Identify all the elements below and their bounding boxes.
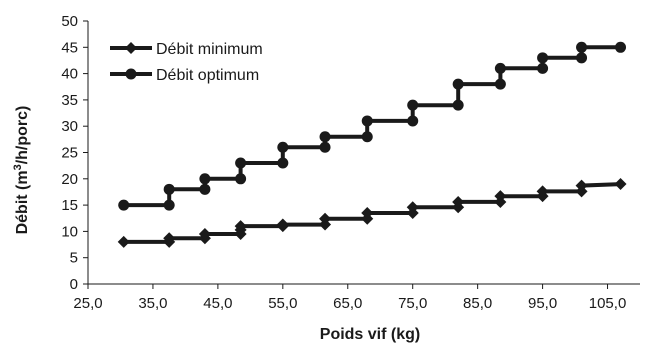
data-point: [536, 185, 549, 198]
y-tick-label: 15: [61, 197, 78, 214]
legend-marker: [125, 68, 137, 80]
y-tick-label: 20: [61, 171, 78, 188]
data-point: [361, 131, 373, 143]
data-point: [494, 190, 507, 203]
data-point: [277, 141, 289, 153]
data-point: [576, 52, 588, 64]
y-axis-title-part: /h/porc): [14, 106, 31, 165]
legend-marker: [125, 42, 137, 54]
y-tick-label: 25: [61, 145, 78, 162]
data-point: [235, 173, 247, 185]
data-point: [614, 178, 627, 191]
data-point: [319, 131, 331, 143]
x-tick-label: 95,0: [528, 295, 557, 312]
legend: Débit minimum Débit optimum: [110, 41, 263, 84]
y-tick-label: 0: [70, 276, 78, 293]
y-tick-label: 45: [61, 39, 78, 56]
data-point: [537, 62, 549, 74]
x-axis-title: Poids vif (kg): [320, 326, 420, 343]
data-point: [361, 206, 374, 219]
data-point: [199, 183, 211, 195]
data-point: [575, 179, 588, 192]
data-point: [452, 195, 465, 208]
legend-label: Débit optimum: [156, 67, 259, 84]
data-point: [118, 199, 130, 211]
y-axis-title-superscript: 3: [12, 164, 24, 170]
y-tick-label: 50: [61, 13, 78, 30]
data-point: [361, 115, 373, 127]
data-point: [615, 41, 627, 53]
data-point: [494, 62, 506, 74]
x-tick-label: 65,0: [333, 295, 362, 312]
legend-label: Débit minimum: [156, 41, 263, 58]
y-tick-label: 5: [70, 250, 78, 267]
data-point: [163, 183, 175, 195]
data-point: [235, 157, 247, 169]
data-point: [319, 212, 332, 225]
data-point: [163, 199, 175, 211]
data-point: [452, 78, 464, 90]
x-tick-label: 45,0: [203, 295, 232, 312]
axes: 0 5 10 15 20 25 30 35 40 45 50 25,0 35,0 45,0 55,0 65,…: [61, 13, 640, 312]
y-tick-label: 10: [61, 223, 78, 240]
x-axis-ticks: 25,0 35,0 45,0 55,0 65,0 75,0 85,0 95,0 105,0: [73, 284, 626, 312]
plot-area: [117, 41, 627, 248]
data-point: [407, 99, 419, 111]
data-point: [276, 218, 289, 231]
data-point: [163, 232, 176, 245]
data-point: [277, 157, 289, 169]
y-axis-ticks: 0 5 10 15 20 25 30 35 40 45 50: [61, 13, 88, 293]
x-tick-label: 55,0: [268, 295, 297, 312]
y-axis-title: Débit (m3/h/porc): [12, 106, 31, 235]
data-point: [452, 99, 464, 111]
data-point: [198, 228, 211, 241]
series-debit-minimum: [117, 178, 627, 248]
data-point: [406, 201, 419, 214]
data-point: [576, 41, 588, 53]
data-point: [319, 141, 331, 153]
data-point: [234, 220, 247, 233]
x-tick-label: 35,0: [138, 295, 167, 312]
data-point: [407, 115, 419, 127]
y-tick-label: 35: [61, 92, 78, 109]
x-tick-label: 25,0: [73, 295, 102, 312]
y-tick-label: 30: [61, 118, 78, 135]
x-tick-label: 75,0: [398, 295, 427, 312]
y-tick-label: 40: [61, 66, 78, 83]
data-point: [117, 235, 130, 248]
data-point: [494, 78, 506, 90]
y-axis-title-part: Débit (m: [14, 170, 31, 234]
x-tick-label: 105,0: [589, 295, 627, 312]
data-point: [199, 173, 211, 185]
series-debit-optimum: [118, 41, 627, 211]
data-point: [537, 52, 549, 64]
x-tick-label: 85,0: [463, 295, 492, 312]
